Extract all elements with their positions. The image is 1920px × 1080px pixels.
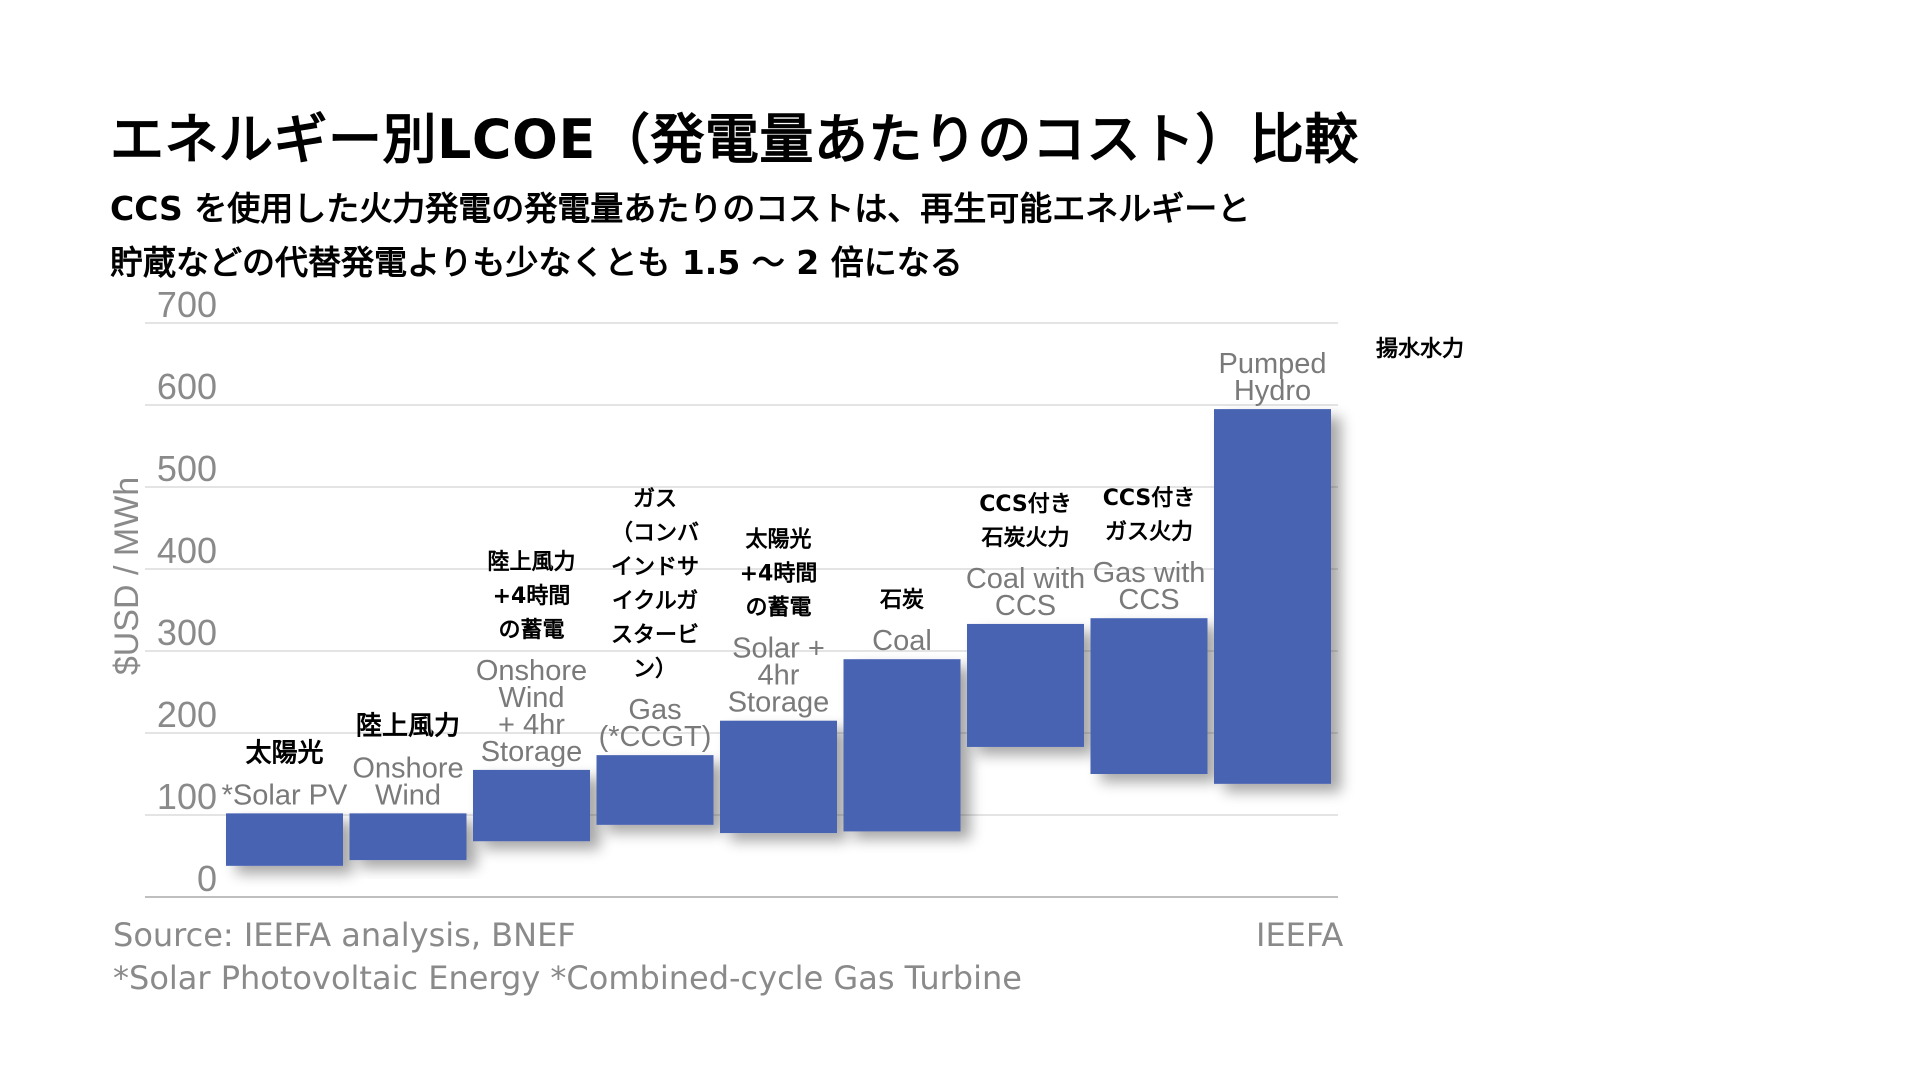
bar-label-ja: の蓄電 — [745, 596, 811, 621]
bar-label-en: Wind — [498, 682, 564, 714]
bar-label-ja: スタービ — [611, 623, 699, 648]
y-axis-label: $USD / MWh — [108, 477, 146, 675]
bar-label-en: Coal with — [966, 563, 1085, 595]
bar-label-ja: 陸上風力 — [487, 549, 575, 575]
footnote-text: *Solar Photovoltaic Energy *Combined-cyc… — [113, 959, 1022, 997]
bar-label-ja: 石炭 — [879, 587, 924, 613]
bar-label-ja: ガス火力 — [1105, 520, 1193, 545]
bar-label-ja: CCS付き — [979, 492, 1072, 517]
bar — [720, 720, 837, 834]
bar-label-ja: ガス — [633, 487, 677, 512]
bar-label-en: Solar + — [732, 633, 825, 665]
bar-label-en: Coal — [872, 625, 932, 657]
bar-label-ja: （コンバ — [611, 521, 699, 546]
bar — [226, 813, 343, 866]
bar-label-en: Storage — [481, 736, 583, 768]
bar-label-en: 4hr — [758, 660, 800, 692]
y-tick-label: 400 — [157, 530, 217, 571]
bar-label-ja: 太陽光 — [745, 528, 811, 553]
y-tick-label: 200 — [157, 694, 217, 735]
bar-label-en: Gas with — [1093, 557, 1206, 589]
y-tick-label: 500 — [157, 448, 217, 489]
bar-label-en: CCS — [1118, 584, 1179, 616]
bar — [349, 813, 467, 861]
y-tick-label: 0 — [197, 858, 217, 899]
bar-label-ja: +4時間 — [740, 562, 818, 587]
bar-label-en: Gas — [628, 694, 681, 726]
bars — [226, 409, 1331, 866]
bar-label-en: Onshore — [476, 655, 587, 687]
bar-label-ja: インドサ — [611, 555, 699, 580]
bar-label-en: CCS — [995, 590, 1056, 622]
bar-label-ja: 陸上風力 — [356, 711, 460, 741]
bar-label-ja: 太陽光 — [245, 738, 323, 768]
bar-label-en: *Solar PV — [222, 779, 348, 811]
y-tick-label: 100 — [157, 776, 217, 817]
bar — [1090, 618, 1208, 774]
bar-label-ja: CCS付き — [1103, 486, 1196, 511]
bar-label-en: (*CCGT) — [599, 721, 712, 753]
bar-label-en: Wind — [375, 779, 441, 811]
source-text: Source: IEEFA analysis, BNEF — [113, 916, 576, 954]
bar-label-en: + 4hr — [498, 709, 565, 741]
bar-label-en: Hydro — [1234, 375, 1311, 407]
bar — [1214, 409, 1331, 784]
page-title: エネルギー別LCOE（発電量あたりのコスト）比較 — [110, 108, 1359, 171]
subtitle-line-2: 貯蔵などの代替発電よりも少なくとも 1.5 ～ 2 倍になる — [110, 243, 963, 282]
subtitle-line-1: CCS を使用した火力発電の発電量あたりのコストは、再生可能エネルギーと — [110, 189, 1251, 228]
bar-label-ja: 石炭火力 — [980, 525, 1069, 551]
bar-label-en: Onshore — [352, 752, 463, 784]
y-tick-label: 700 — [157, 284, 217, 325]
bar-label-ja: 揚水水力 — [1376, 336, 1464, 362]
bar-label-en: Storage — [728, 687, 830, 719]
bar-label-ja: の蓄電 — [498, 618, 564, 643]
bar — [843, 659, 961, 832]
bar-label-ja: ン） — [633, 657, 677, 682]
bar-label-ja: イクルガ — [612, 589, 698, 614]
brand-text: IEEFA — [1256, 916, 1344, 954]
y-tick-label: 600 — [157, 366, 217, 407]
bar — [596, 755, 714, 825]
bar — [967, 623, 1084, 747]
y-tick-labels: 0 100 200 300 400 500 600 700 — [157, 284, 217, 899]
bar-label-en: Pumped — [1218, 348, 1326, 380]
bar-label-ja: +4時間 — [493, 584, 571, 609]
y-tick-label: 300 — [157, 612, 217, 653]
bar — [473, 769, 590, 842]
